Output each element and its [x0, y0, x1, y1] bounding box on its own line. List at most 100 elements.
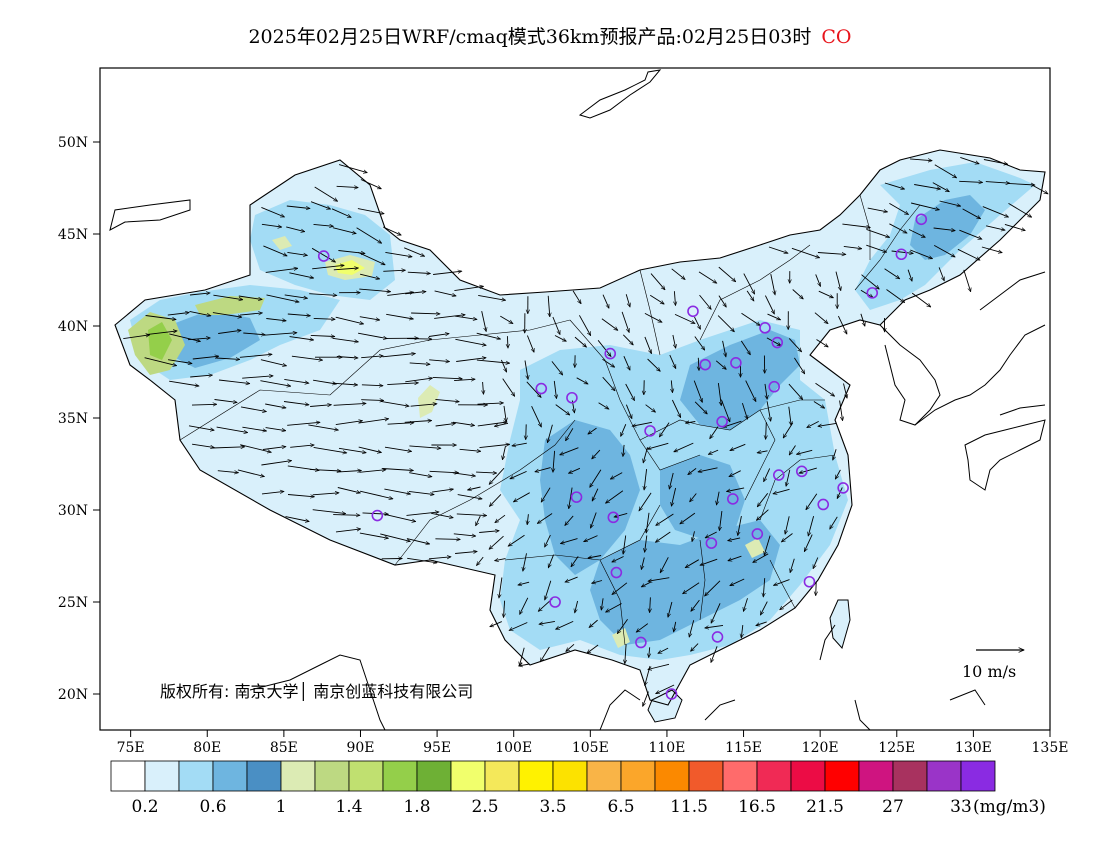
wind-arrow: [743, 273, 755, 295]
legend-swatch: [892, 760, 928, 792]
legend-unit: (mg/m3): [973, 797, 1046, 817]
wind-arrow: [312, 493, 339, 496]
wind-arrow: [623, 535, 627, 555]
wind-arrow: [457, 494, 482, 499]
wind-arrow: [717, 383, 721, 406]
wind-arrow: [189, 293, 210, 296]
wind-arrow: [560, 447, 579, 455]
wind-arrow: [602, 294, 610, 309]
city-marker: [635, 636, 647, 649]
wind-arrow: [606, 603, 622, 613]
wind-arrow: [167, 313, 189, 316]
wind-arrow: [656, 684, 675, 695]
wind-arrow: [788, 406, 791, 426]
wind-arrow: [623, 356, 631, 370]
china-border: [114, 149, 1046, 706]
wind-arrow: [553, 380, 556, 399]
yunnan-hotspot-layer: [612, 628, 630, 648]
wind-arrow: [790, 558, 795, 573]
wind-arrow: [647, 442, 669, 449]
wind-arrow: [284, 378, 309, 383]
wind-arrow: [476, 472, 497, 473]
wind-arrow: [283, 401, 309, 405]
wind-arrow: [240, 406, 266, 412]
wind-arrow: [694, 336, 705, 351]
wind-arrow: [835, 271, 841, 291]
wind-arrow: [510, 470, 527, 480]
wind-arrow: [454, 379, 475, 380]
wind-arrow: [263, 245, 287, 257]
wind-arrow: [909, 159, 932, 161]
wind-arrow: [907, 269, 912, 282]
city-marker: [711, 631, 724, 643]
wind-arrow: [263, 333, 297, 336]
legend-tick-label: 1: [276, 797, 287, 817]
copyright-text: 版权所有: 南京大学│ 南京创蓝科技有限公司: [160, 681, 473, 701]
wind-arrow: [985, 225, 1005, 230]
wind-arrow: [671, 268, 685, 280]
wind-arrow: [313, 379, 336, 384]
wind-arrow: [710, 426, 719, 439]
wind-arrow: [981, 246, 1002, 253]
city-marker: [535, 382, 548, 395]
wind-arrow: [169, 380, 199, 386]
wind-arrow: [435, 398, 459, 401]
wind-arrow: [537, 513, 553, 524]
neighbor-coastlines: [109, 69, 1046, 730]
wind-arrow: [285, 516, 310, 522]
wind-arrow: [308, 424, 338, 430]
wind-arrow: [217, 471, 239, 473]
wind-arrow: [644, 336, 652, 354]
wind-arrow: [404, 247, 424, 256]
wind-arrow: [526, 381, 541, 398]
wind-arrow: [985, 182, 1010, 184]
wind-arrow: [621, 311, 629, 333]
city-marker: [607, 511, 620, 524]
wind-arrow: [333, 515, 360, 516]
wind-arrow: [685, 422, 696, 424]
wind-arrow: [333, 403, 367, 406]
wind-arrow: [705, 531, 717, 539]
wind-arrow: [479, 531, 499, 533]
wind-arrow: [239, 313, 262, 316]
wind-arrow: [932, 182, 950, 193]
wind-arrow: [168, 359, 192, 364]
wind-arrow: [385, 251, 412, 256]
wind-arrow: [503, 405, 506, 422]
wind-arrow: [435, 423, 456, 427]
wind-arrow: [544, 534, 551, 547]
wind-arrow: [746, 290, 754, 301]
wind-arrow: [191, 404, 217, 405]
wind-arrow: [489, 535, 504, 549]
wind-arrow: [189, 310, 211, 315]
lat-tick-label: 45N: [58, 227, 88, 243]
wind-arrow: [718, 295, 726, 308]
wind-arrow: [356, 227, 382, 244]
wind-arrow: [674, 442, 694, 453]
wind-arrow: [566, 643, 575, 651]
wind-arrow: [477, 422, 507, 427]
wind-arrow: [310, 335, 335, 336]
wind-arrow: [933, 227, 956, 231]
wind-arrow: [548, 554, 555, 568]
wind-arrow: [286, 226, 305, 232]
wind-arrow: [683, 582, 700, 594]
wind-arrow: [242, 426, 266, 431]
wind-arrow: [188, 425, 214, 431]
lon-tick-label: 100E: [495, 740, 532, 756]
wind-arrow: [592, 449, 601, 459]
wind-arrow: [405, 378, 432, 383]
legend-swatch: [178, 760, 214, 792]
wind-arrow: [406, 339, 432, 340]
wind-arrow: [380, 400, 409, 406]
city-marker: [604, 347, 617, 360]
wind-arrow: [625, 294, 630, 307]
wind-arrow: [435, 539, 460, 540]
wind-arrow: [407, 272, 431, 273]
wind-arrow: [287, 314, 311, 316]
wind-arrow: [693, 380, 702, 403]
wind-arrow: [623, 444, 624, 457]
wind-arrow: [574, 336, 587, 347]
wind-arrow: [192, 443, 214, 447]
wind-arrow: [641, 557, 645, 570]
